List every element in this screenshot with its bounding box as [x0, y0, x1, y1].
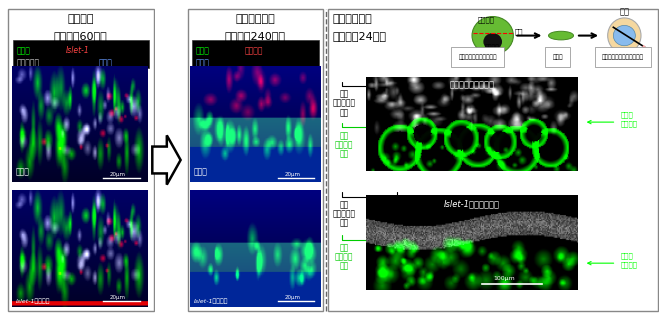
Text: 組織: 組織	[340, 219, 349, 228]
Text: 視細胞: 視細胞	[196, 46, 210, 55]
Circle shape	[472, 17, 513, 55]
Text: 野生株由来網膜移植: 野生株由来網膜移植	[449, 81, 494, 90]
Text: 移植: 移植	[340, 243, 349, 252]
Text: 双極細胞: 双極細胞	[244, 46, 263, 55]
Text: 自己組織化網膜（ヒト）: 自己組織化網膜（ヒト）	[459, 54, 497, 60]
Text: 切除: 切除	[514, 28, 523, 35]
FancyBboxPatch shape	[8, 10, 154, 310]
Text: 移植: 移植	[619, 7, 630, 16]
FancyBboxPatch shape	[328, 10, 657, 310]
Text: 色素上皮: 色素上皮	[484, 45, 500, 50]
Text: （ラット）: （ラット）	[620, 220, 642, 227]
Text: 野生株: 野生株	[16, 168, 30, 177]
Text: 双極細胞: 双極細胞	[620, 211, 638, 217]
Text: 双極細胞: 双極細胞	[620, 83, 638, 90]
Text: （ラット）: （ラット）	[333, 209, 356, 218]
Text: 双極細胞: 双極細胞	[620, 140, 638, 146]
Text: 移植: 移植	[340, 131, 349, 140]
Text: 組織: 組織	[340, 108, 349, 117]
Text: 20μm: 20μm	[110, 172, 125, 177]
FancyBboxPatch shape	[13, 40, 149, 68]
Text: Islet-1欠失細胞: Islet-1欠失細胞	[194, 298, 228, 304]
Text: （ラット）: （ラット）	[333, 99, 356, 108]
Text: 視細胞: 視細胞	[620, 111, 633, 118]
Text: （ラット）: （ラット）	[620, 92, 642, 99]
Text: 未熟網膜: 未熟網膜	[67, 14, 94, 24]
Text: Islet-1: Islet-1	[66, 46, 90, 55]
Text: 培養下の成熟: 培養下の成熟	[236, 14, 275, 24]
Text: Islet-1欠失細胞: Islet-1欠失細胞	[16, 298, 50, 304]
Text: 細胞核: 細胞核	[196, 59, 210, 68]
Circle shape	[613, 26, 636, 46]
Text: 視細胞: 視細胞	[17, 46, 31, 55]
Text: 移植後の成熟: 移植後の成熟	[333, 14, 372, 24]
Text: （ヒト）: （ヒト）	[335, 252, 354, 261]
Text: （ヒト）: （ヒト）	[620, 121, 638, 127]
Text: 野生株: 野生株	[194, 168, 208, 177]
Text: 20μm: 20μm	[284, 172, 300, 177]
Text: 宿主: 宿主	[340, 200, 349, 209]
Text: （ヒト）: （ヒト）	[620, 149, 638, 156]
Text: （ヒト）: （ヒト）	[335, 140, 354, 149]
FancyBboxPatch shape	[191, 40, 319, 68]
Text: 移植片: 移植片	[552, 54, 563, 60]
Text: （ヒト）: （ヒト）	[620, 262, 638, 268]
Text: 細胞核: 細胞核	[99, 59, 113, 68]
Text: 20μm: 20μm	[110, 295, 125, 300]
Text: Islet-1欠失網膜移植: Islet-1欠失網膜移植	[444, 199, 500, 208]
Circle shape	[483, 33, 502, 50]
Text: 宿主: 宿主	[340, 90, 349, 99]
FancyArrow shape	[152, 135, 181, 185]
Text: 組織: 組織	[340, 149, 349, 158]
Text: 視細胞: 視細胞	[620, 252, 633, 259]
Text: （移植後24週）: （移植後24週）	[333, 31, 387, 41]
Text: （分化後60日）: （分化後60日）	[54, 31, 108, 41]
Text: 神経節細胞: 神経節細胞	[17, 59, 40, 68]
Text: 神経網膜: 神経網膜	[478, 16, 495, 23]
FancyBboxPatch shape	[187, 10, 323, 310]
Ellipse shape	[548, 31, 574, 40]
Text: 末期網膜変性モデルラット: 末期網膜変性モデルラット	[602, 54, 644, 60]
Ellipse shape	[608, 18, 641, 53]
Text: 組織: 組織	[340, 261, 349, 270]
Text: 20μm: 20μm	[284, 295, 300, 300]
Text: （分化後240日）: （分化後240日）	[225, 31, 286, 41]
Text: 100μm: 100μm	[493, 276, 515, 281]
